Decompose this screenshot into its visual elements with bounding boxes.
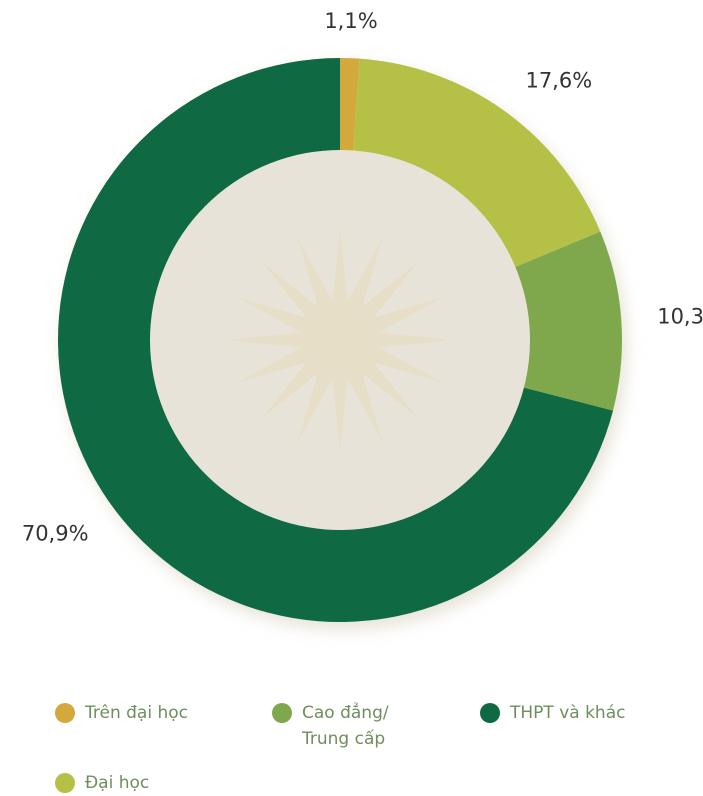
donut-slice	[515, 231, 622, 411]
legend-swatch	[55, 773, 75, 793]
chart: 1,1% 17,6% 10,3% 70,9%	[22, 9, 703, 630]
legend-item: Trên đại học	[55, 700, 188, 726]
legend-swatch	[272, 703, 292, 723]
decoration	[230, 230, 450, 450]
legend-item: Đại học	[55, 770, 149, 796]
legend-label: Đại học	[85, 773, 150, 793]
legend-label: THPT và khác	[510, 703, 626, 723]
legend-swatch	[55, 703, 75, 723]
data-label: 17,6%	[525, 69, 592, 93]
donut-slice	[353, 58, 601, 267]
star	[230, 230, 450, 450]
legend-label: Cao đẳng/ Trung cấp	[302, 703, 389, 749]
data-label: 1,1%	[324, 9, 377, 33]
legend-label: Trên đại học	[85, 703, 188, 723]
donut-slice	[57, 58, 614, 622]
donut-slice	[340, 58, 360, 151]
legend-item: Cao đẳng/ Trung cấp	[272, 700, 389, 752]
data-label: 70,9%	[22, 522, 89, 546]
legend-item: THPT và khác	[480, 700, 625, 726]
legend-swatch	[480, 703, 500, 723]
data-label: 10,3%	[657, 305, 703, 329]
